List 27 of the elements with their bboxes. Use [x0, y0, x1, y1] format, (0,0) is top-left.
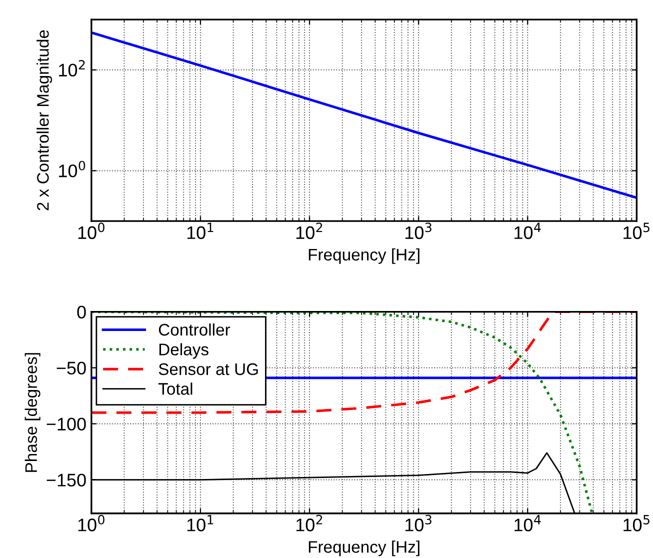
x-axis-title: Frequency [Hz]: [308, 540, 420, 556]
x-axis-title: Frequency [Hz]: [308, 248, 420, 264]
x-tick-label: 10$^{1}$: [187, 222, 214, 240]
legend-label: Total: [158, 382, 192, 395]
x-tick-label: 10$^{2}$: [296, 514, 322, 532]
y-axis-title: 2 x Controller Magnitude: [36, 30, 52, 210]
legend-label: Sensor at UG: [158, 363, 258, 376]
y-tick-label: 10$^{2}$: [59, 60, 85, 77]
legend-label: Delays: [159, 343, 208, 359]
line-series: [91, 31, 637, 200]
x-tick-label: 10$^{3}$: [406, 514, 432, 532]
x-tick-label: 10$^{1}$: [187, 515, 214, 532]
x-tick-label: 10$^{0}$: [78, 222, 104, 240]
x-tick-label: 10$^{3}$: [406, 222, 432, 240]
x-tick-label: 10$^{4}$: [514, 222, 541, 240]
y-axis-title: Phase [degrees]: [24, 353, 40, 472]
y-tick-label: −150: [46, 474, 86, 486]
x-tick-label: 10$^{4}$: [514, 515, 541, 532]
x-tick-label: 10$^{2}$: [296, 222, 322, 240]
legend-label: Controller: [158, 323, 230, 336]
y-tick-label: −100: [46, 418, 86, 430]
x-tick-label: 10$^{5}$: [624, 222, 650, 240]
y-tick-label: 10$^{0}$: [59, 160, 86, 178]
y-tick-label: 0: [77, 306, 86, 319]
x-tick-label: 10$^{5}$: [624, 515, 650, 532]
y-tick-label: −50: [56, 362, 86, 375]
x-tick-label: 10$^{0}$: [78, 514, 104, 532]
